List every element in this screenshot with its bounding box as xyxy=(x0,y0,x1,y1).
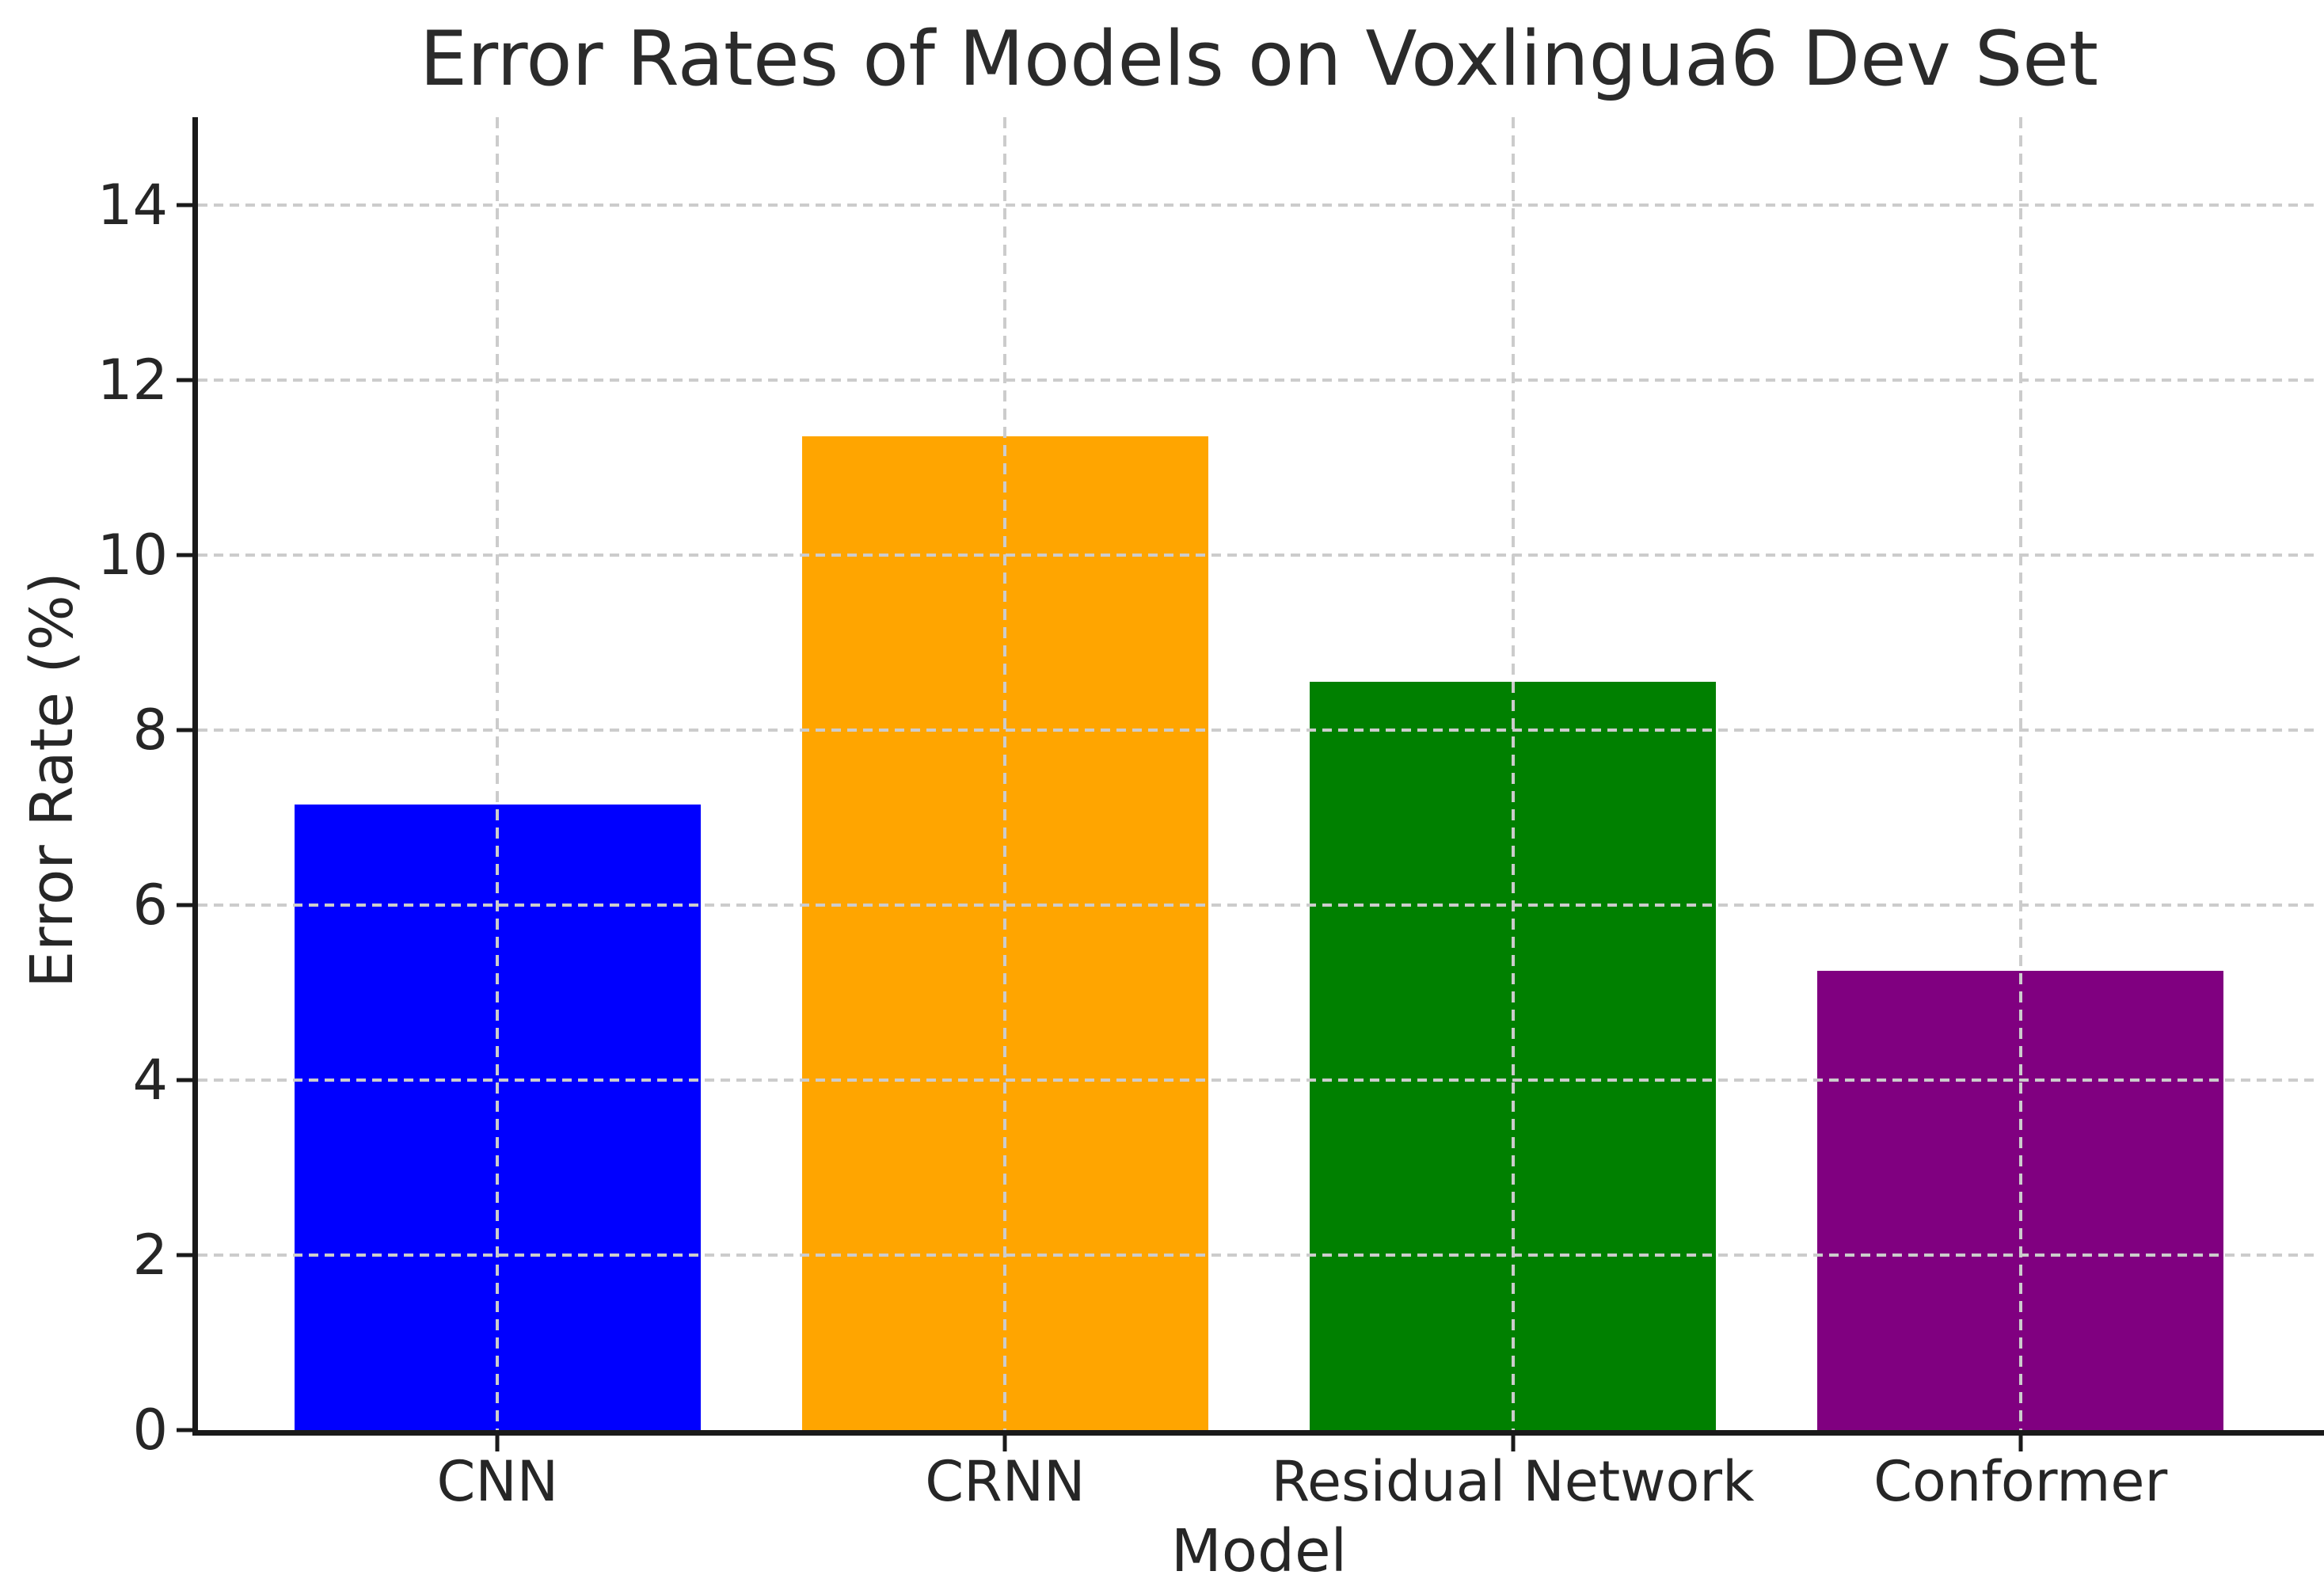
y-tick-mark xyxy=(177,553,192,557)
gridline-vertical xyxy=(2018,117,2022,1430)
y-tick-mark xyxy=(177,728,192,732)
y-tick-label: 8 xyxy=(132,697,168,763)
x-tick-mark xyxy=(1511,1436,1516,1451)
y-tick-mark xyxy=(177,903,192,907)
gridline-horizontal xyxy=(198,203,2320,207)
gridline-horizontal xyxy=(198,903,2320,907)
gridline-vertical xyxy=(1003,117,1007,1430)
x-axis-spine xyxy=(192,1430,2324,1436)
gridline-vertical xyxy=(496,117,500,1430)
gridline-vertical xyxy=(1511,117,1515,1430)
y-tick-label: 6 xyxy=(132,872,168,938)
y-axis-spine xyxy=(192,117,198,1436)
x-tick-label-cnn: CNN xyxy=(436,1449,559,1514)
y-tick-mark xyxy=(177,203,192,207)
chart-title: Error Rates of Models on Voxlingua6 Dev … xyxy=(420,16,2098,103)
y-tick-mark xyxy=(177,1078,192,1082)
x-tick-label-crnn: CRNN xyxy=(925,1449,1086,1514)
gridline-horizontal xyxy=(198,1078,2320,1082)
x-tick-mark xyxy=(495,1436,500,1451)
plot-area: 0 2 4 6 8 10 12 14 CNN CRNN Residual Network Confor… xyxy=(97,117,2320,1509)
y-tick-label: 4 xyxy=(132,1047,168,1113)
gridline-horizontal xyxy=(198,728,2320,732)
x-tick-label-conformer: Conformer xyxy=(1873,1449,2168,1514)
x-tick-label-residual-network: Residual Network xyxy=(1271,1449,1755,1514)
x-tick-mark xyxy=(2018,1436,2023,1451)
y-tick-label: 10 xyxy=(97,522,168,588)
y-axis-label: Error Rate (%) xyxy=(18,572,86,988)
y-tick-label: 12 xyxy=(97,347,168,413)
y-tick-label: 0 xyxy=(132,1398,168,1463)
gridline-horizontal xyxy=(198,378,2320,382)
y-tick-label: 14 xyxy=(97,172,168,238)
y-tick-mark xyxy=(177,378,192,382)
y-tick-mark xyxy=(177,1428,192,1432)
x-axis-label: Model xyxy=(1170,1517,1348,1585)
y-tick-mark xyxy=(177,1253,192,1257)
y-tick-label: 2 xyxy=(132,1222,168,1288)
gridline-horizontal xyxy=(198,553,2320,557)
x-tick-mark xyxy=(1002,1436,1007,1451)
gridline-horizontal xyxy=(198,1253,2320,1257)
